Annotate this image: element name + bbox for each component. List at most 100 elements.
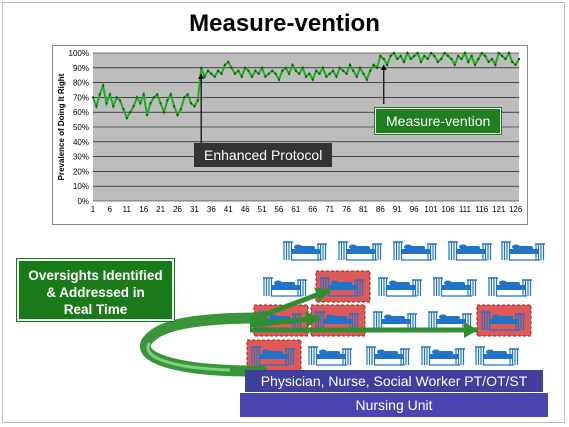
data-point xyxy=(125,117,128,120)
data-point xyxy=(365,78,368,81)
staff-bar: Physician, Nurse, Social Worker PT/OT/ST xyxy=(245,370,543,392)
data-point xyxy=(139,102,142,105)
data-point xyxy=(227,60,230,63)
data-point xyxy=(436,60,439,63)
data-point xyxy=(335,75,338,78)
y-tick-label: 90% xyxy=(73,64,89,73)
data-point xyxy=(213,75,216,78)
chart-container: 0% 10% 20% 30% 40% 50% 60% 70% 80% 90% 100% 1 6 11 16 2… xyxy=(52,45,528,225)
data-point xyxy=(176,114,179,117)
x-tick-label: 26 xyxy=(173,205,182,214)
data-point xyxy=(179,108,182,111)
data-point xyxy=(332,69,335,72)
y-tick-label: 10% xyxy=(73,182,89,191)
data-point xyxy=(257,72,260,75)
data-point xyxy=(406,52,409,54)
data-point xyxy=(196,99,199,102)
data-point xyxy=(507,52,510,54)
enhanced-protocol-callout: Enhanced Protocol xyxy=(194,143,333,167)
data-point xyxy=(321,66,324,69)
data-point xyxy=(190,102,193,105)
oversights-line-3: Real Time xyxy=(63,302,128,317)
data-point xyxy=(203,75,206,78)
data-point xyxy=(494,63,497,66)
data-point xyxy=(399,54,402,57)
data-point xyxy=(244,66,247,69)
data-point xyxy=(430,52,433,54)
data-point xyxy=(518,57,520,60)
data-point xyxy=(396,57,399,60)
data-point xyxy=(142,93,145,96)
x-tick-label: 121 xyxy=(492,205,506,214)
data-point xyxy=(301,66,304,69)
data-point xyxy=(166,99,169,102)
data-point xyxy=(342,69,345,72)
data-point xyxy=(152,96,155,99)
data-point xyxy=(490,57,493,60)
data-point xyxy=(247,69,250,72)
data-point xyxy=(129,111,132,114)
line-chart: 0%10%20%30%40%50%60%70%80%90%100%1 6 11 16 2… xyxy=(57,49,523,214)
data-point xyxy=(362,72,365,75)
data-point xyxy=(146,114,149,117)
x-tick-label: 111 xyxy=(459,205,472,214)
data-point xyxy=(325,75,328,78)
data-point xyxy=(501,54,504,57)
data-point xyxy=(474,63,477,66)
data-point xyxy=(288,72,291,75)
data-point xyxy=(463,52,466,54)
data-point xyxy=(92,96,94,99)
y-tick-label: 70% xyxy=(73,93,89,102)
data-point xyxy=(264,75,267,78)
data-point xyxy=(102,84,105,87)
data-point xyxy=(230,66,233,69)
x-tick-label: 86 xyxy=(376,205,385,214)
x-tick-label: 41 xyxy=(224,205,233,214)
data-point xyxy=(457,54,460,57)
data-point xyxy=(409,57,412,60)
x-tick-label: 96 xyxy=(410,205,419,214)
x-tick-label: 6 xyxy=(108,205,113,214)
y-tick-label: 100% xyxy=(69,49,89,58)
data-point xyxy=(220,72,223,75)
data-point xyxy=(359,66,362,69)
data-point xyxy=(183,96,186,99)
data-point xyxy=(284,66,287,69)
x-tick-label: 46 xyxy=(241,205,250,214)
data-point xyxy=(308,72,311,75)
y-tick-label: 20% xyxy=(73,167,89,176)
data-point xyxy=(376,66,378,69)
data-point xyxy=(193,105,196,108)
data-point xyxy=(389,54,392,57)
data-point xyxy=(173,105,176,108)
data-point xyxy=(477,57,480,60)
data-point xyxy=(281,69,284,72)
x-tick-label: 116 xyxy=(475,205,488,214)
data-point xyxy=(433,54,436,57)
data-point xyxy=(328,72,331,75)
data-point xyxy=(453,63,456,66)
data-point xyxy=(416,52,419,54)
data-point xyxy=(487,60,490,63)
data-point xyxy=(413,54,416,57)
data-point xyxy=(311,78,314,81)
x-tick-label: 106 xyxy=(441,205,455,214)
annotation-arrowhead xyxy=(380,64,387,70)
y-tick-label: 0% xyxy=(77,197,89,206)
data-point xyxy=(369,69,372,72)
data-point xyxy=(200,66,203,69)
y-tick-label: 80% xyxy=(73,79,89,88)
slide-title: Measure-vention xyxy=(189,10,380,37)
x-tick-label: 61 xyxy=(291,205,300,214)
data-point xyxy=(318,72,321,75)
data-point xyxy=(423,54,426,57)
data-point xyxy=(261,66,264,69)
data-point xyxy=(223,63,226,66)
data-point xyxy=(298,72,301,75)
data-point xyxy=(470,54,473,57)
x-tick-label: 11 xyxy=(123,205,132,214)
x-tick-label: 71 xyxy=(325,205,334,214)
data-point xyxy=(386,63,389,66)
x-tick-label: 81 xyxy=(359,205,368,214)
oversights-line-2: & Addressed in xyxy=(46,285,145,300)
